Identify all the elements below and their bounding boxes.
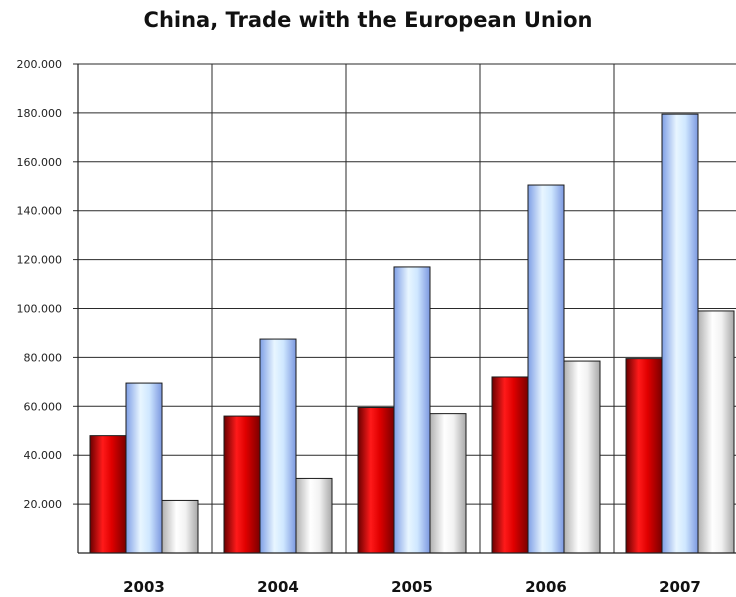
y-tick-label: 200.000 [17,58,63,71]
y-tick-label: 180.000 [17,107,63,120]
x-tick-label: 2006 [525,578,567,596]
y-tick-label: 140.000 [17,205,63,218]
x-tick-label: 2007 [659,578,701,596]
bar-2004-series-2 [260,339,296,553]
bar-2007-series-1 [626,359,662,553]
bar-2003-series-1 [90,436,126,553]
x-tick-label: 2004 [257,578,299,596]
y-tick-label: 100.000 [17,303,63,316]
bar-2005-series-3 [430,414,466,553]
x-tick-label: 2003 [123,578,165,596]
bar-2004-series-3 [296,478,332,553]
y-tick-label: 80.000 [24,351,63,364]
y-tick-label: 120.000 [17,254,63,267]
bar-2003-series-3 [162,500,198,553]
x-tick-label: 2005 [391,578,433,596]
y-tick-label: 160.000 [17,156,63,169]
bar-2006-series-2 [528,185,564,553]
bar-2003-series-2 [126,383,162,553]
bar-2004-series-1 [224,416,260,553]
y-tick-label: 20.000 [24,498,63,511]
y-tick-label: 40.000 [24,449,63,462]
y-tick-label: 60.000 [24,400,63,413]
bar-2006-series-1 [492,377,528,553]
bar-2007-series-2 [662,114,698,553]
bar-2006-series-3 [564,361,600,553]
bars [90,114,734,553]
bar-2007-series-3 [698,311,734,553]
bar-2005-series-1 [358,408,394,553]
bar-2005-series-2 [394,267,430,553]
